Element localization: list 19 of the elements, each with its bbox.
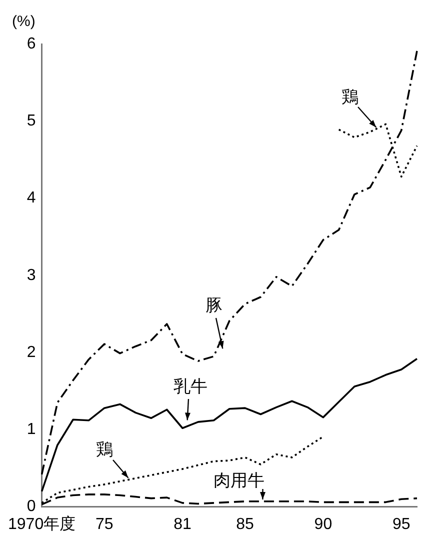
x-tick-label: 90 bbox=[314, 516, 332, 533]
x-tick-label: 95 bbox=[392, 516, 410, 533]
y-tick-label: 3 bbox=[26, 266, 36, 284]
y-tick-label: 2 bbox=[26, 344, 36, 361]
series-label: 豚 bbox=[205, 296, 222, 315]
series-label: 鶏 bbox=[96, 440, 113, 460]
x-tick-label: 75 bbox=[95, 516, 114, 533]
y-tick-label: 1 bbox=[26, 421, 36, 438]
x-tick-label: 85 bbox=[236, 516, 254, 533]
y-tick-label: 6 bbox=[26, 35, 36, 52]
y-tick-label: 0 bbox=[26, 498, 36, 516]
series-label: 乳牛 bbox=[173, 376, 208, 396]
x-tick-label: 1970年度 bbox=[8, 514, 76, 533]
y-axis-title: (%) bbox=[12, 13, 36, 30]
series-label: 鶏 bbox=[341, 88, 358, 107]
y-tick-label: 4 bbox=[26, 190, 36, 207]
x-tick-label: 81 bbox=[174, 516, 192, 533]
y-tick-label: 5 bbox=[26, 112, 36, 130]
series-label: 肉用牛 bbox=[213, 471, 264, 490]
